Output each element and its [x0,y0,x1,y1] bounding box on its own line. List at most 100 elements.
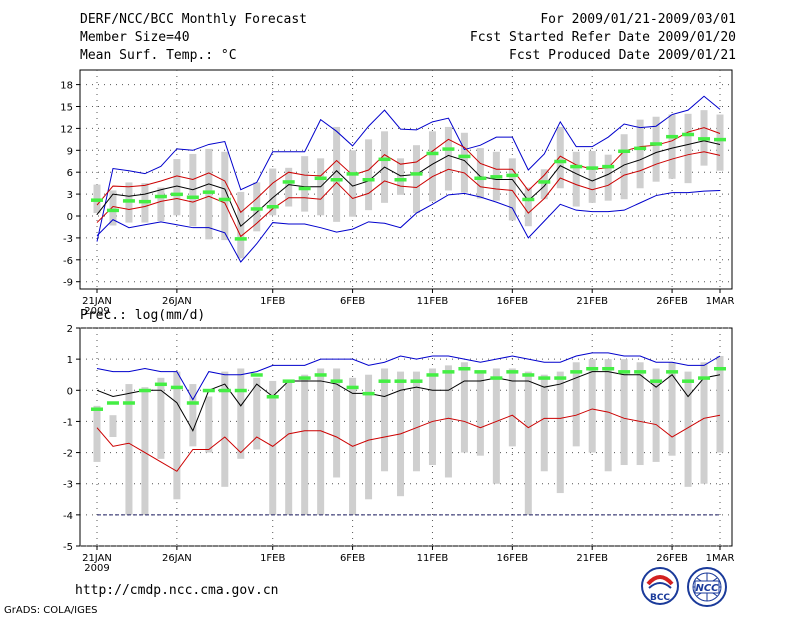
precip-spread-box [189,384,197,447]
precip-spread-box [301,374,309,515]
forecast-produced-date: Fcst Produced Date 2009/01/21 [509,48,736,63]
precip-observation-mark [474,370,487,374]
temp-spread-box [668,114,676,179]
precip-observation-mark [346,385,359,390]
temp-panel: -9 -6 -3 0 3 6 9 12 15 18 21JAN 26JAN 1FEB 6FEB 11FEB 1… [60,69,735,317]
precip-spread-box [556,371,564,494]
temp-observation-mark [106,208,119,213]
precip-year-label: 2009 [84,563,109,574]
precip-observation-mark [698,376,711,380]
precip-spread-box [428,368,436,466]
temp-spread-box [572,151,580,207]
temp-observation-mark [218,197,231,202]
precip-spread-box [237,368,245,459]
precip-xtick-label: 1MAR [706,553,735,564]
ncc-logo-text: NCC [695,583,719,594]
temp-xtick-label: 21JAN [82,296,112,307]
precip-observation-mark [122,401,135,405]
temp-observation-mark [394,178,407,182]
temp-observation-mark [634,146,647,151]
temp-xtick-label: 1MAR [706,296,735,307]
precip-spread-box [460,362,468,453]
precip-xtick-label: 1FEB [260,553,285,564]
temp-observation-mark [298,186,311,191]
temp-spread-box [397,158,405,195]
temp-spread-box [173,159,181,216]
forecast-start-date: Fcst Started Refer Date 2009/01/20 [469,30,736,45]
precip-spread-box [141,387,149,515]
temp-observation-mark [234,237,247,241]
temp-ytick-label: -6 [63,256,73,267]
precip-spread-box [620,359,628,466]
temp-spread-box [412,145,420,214]
temp-spread-box [269,168,277,216]
footer-url[interactable]: http://cmdp.ncc.cma.gov.cn [75,583,279,598]
temp-panel-title: Mean Surf. Temp.: °C [80,48,237,63]
temp-spread-box [540,169,548,200]
temp-spread-box [556,126,564,189]
temp-spread-box [428,131,436,202]
precip-observation-mark [106,401,119,405]
precip-spread-box [588,359,596,453]
temp-observation-mark [330,178,343,182]
precip-panel: -5 -4 -3 -2 -1 0 1 2 21JAN 26JAN 1FEB 6FEB 11FEB 16FE… [63,324,734,574]
precip-observation-mark [586,366,599,371]
precip-ytick-label: -3 [63,480,73,491]
bcc-logo-text: BCC [650,593,670,603]
precip-observation-mark [618,370,631,374]
temp-spread-box [221,151,229,241]
precip-observation-mark [362,391,375,396]
temp-xtick-label: 1FEB [260,296,285,307]
temp-spread-box [620,134,628,200]
temp-xtick-label: 16FEB [497,296,529,307]
forecast-period: For 2009/01/21-2009/03/01 [540,12,736,27]
precip-observation-mark [682,379,695,383]
temp-observation-mark [522,197,535,202]
temp-mean-line [96,140,721,228]
precip-spread-box [716,356,724,453]
precip-spread-box [476,371,484,456]
precip-spread-box [333,368,341,478]
precip-observation-mark [91,407,103,411]
grads-credit: GrADS: COLA/IGES [4,605,98,616]
precip-observation-mark [650,379,663,383]
precip-observation-mark [186,401,199,405]
bcc-logo: BCC [641,567,679,605]
temp-observation-mark [266,205,279,209]
temp-xtick-label: 26FEB [656,296,688,307]
temp-ytick-label: 6 [67,168,73,179]
precip-observation-mark [282,379,295,383]
temp-spread-box [301,156,309,212]
temp-observation-mark [122,199,135,203]
temp-observation-mark [362,178,375,182]
temp-ytick-label: 15 [60,103,73,114]
precip-mean-line [96,371,721,432]
temp-max-line [96,95,721,242]
temp-ytick-label: 3 [67,190,73,201]
temp-observation-mark [538,180,551,184]
precip-frame [79,327,733,547]
precip-observation-mark [458,366,471,371]
precip-observation-mark [410,379,423,383]
precip-xtick-label: 6FEB [340,553,365,564]
temp-observation-mark [554,159,567,164]
member-size: Member Size=40 [80,30,190,45]
precip-observation-mark [570,370,583,374]
precip-observation-mark [714,366,726,371]
temp-observation-mark [570,164,583,169]
precip-observation-mark [266,395,279,399]
temp-xtick-label: 6FEB [340,296,365,307]
precip-min-line [96,408,721,472]
precip-observation-mark [314,373,327,377]
temp-ytick-label: -3 [63,234,73,245]
temp-ytick-label: 18 [60,81,73,92]
precip-spread-box [269,380,277,515]
precip-spread-box [412,371,420,472]
temp-observation-mark [602,164,615,169]
precip-xtick-label: 11FEB [417,553,449,564]
temp-spread-box [333,126,341,222]
temp-spread-box [636,119,644,189]
precip-observation-mark [554,376,567,380]
temp-spread-box [588,151,596,203]
